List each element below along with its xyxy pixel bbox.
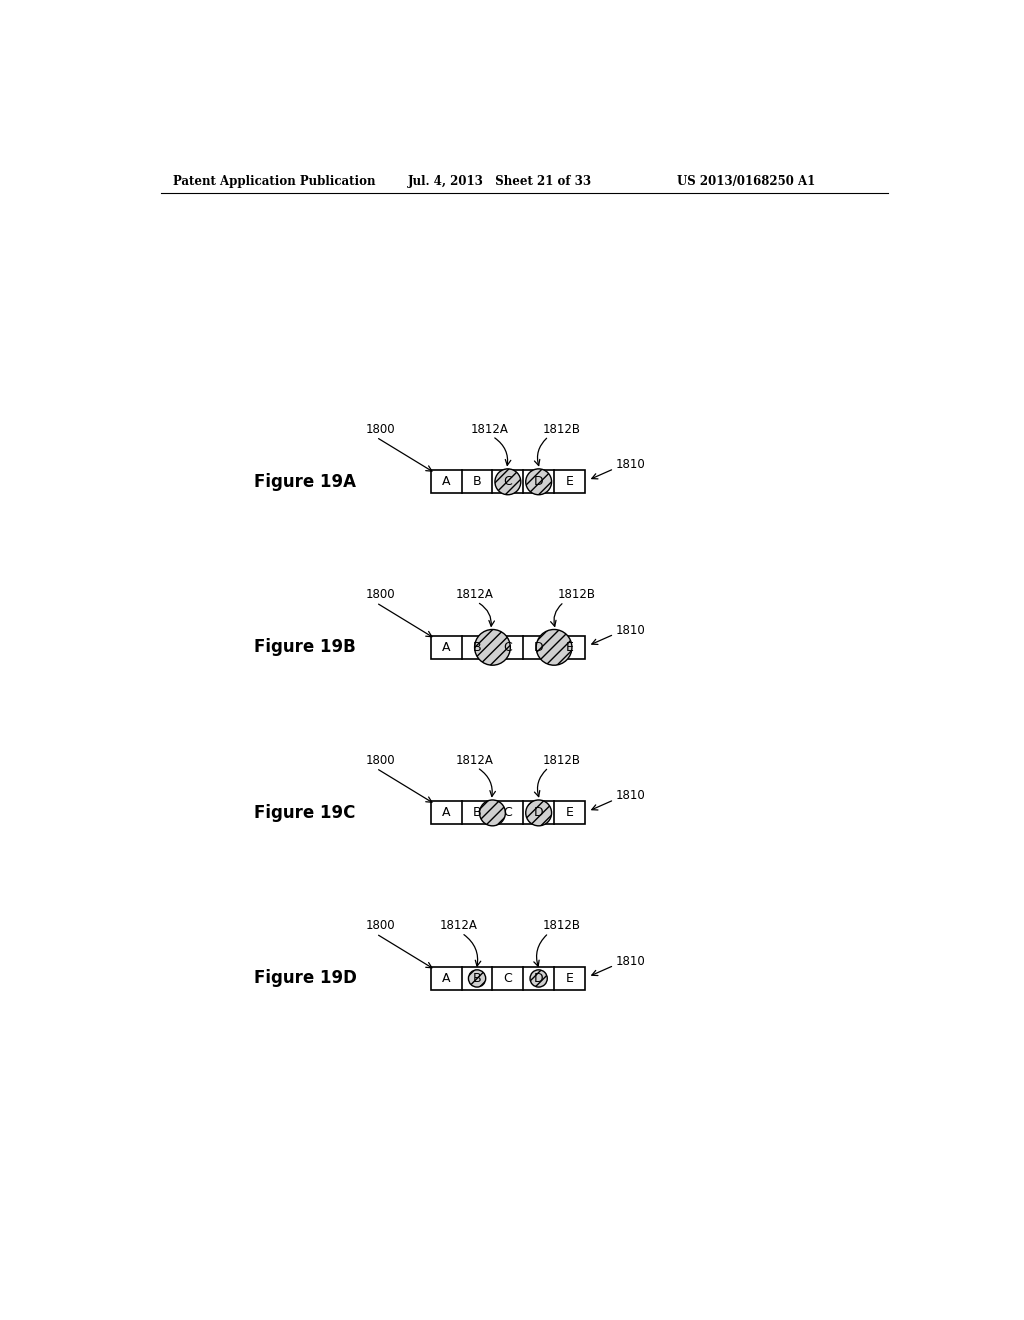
Text: D: D — [534, 807, 544, 820]
Circle shape — [468, 970, 485, 987]
Text: Figure 19B: Figure 19B — [254, 639, 355, 656]
Text: 1800: 1800 — [366, 754, 395, 767]
Text: D: D — [534, 640, 544, 653]
Text: 1800: 1800 — [366, 589, 395, 601]
Text: 1812B: 1812B — [543, 754, 581, 767]
Text: 1810: 1810 — [615, 624, 645, 638]
Text: 1800: 1800 — [366, 422, 395, 436]
Text: E: E — [565, 475, 573, 488]
Text: A: A — [442, 807, 451, 820]
Text: 1800: 1800 — [366, 919, 395, 932]
Text: B: B — [473, 475, 481, 488]
Text: Figure 19C: Figure 19C — [254, 804, 355, 822]
Text: 1810: 1810 — [615, 954, 645, 968]
Text: 1812B: 1812B — [543, 919, 581, 932]
Circle shape — [474, 630, 510, 665]
Text: B: B — [473, 640, 481, 653]
Text: 1810: 1810 — [615, 789, 645, 803]
Text: Jul. 4, 2013   Sheet 21 of 33: Jul. 4, 2013 Sheet 21 of 33 — [408, 176, 592, 187]
Text: C: C — [504, 972, 512, 985]
Text: 1812B: 1812B — [543, 422, 581, 436]
Text: 1812A: 1812A — [456, 754, 494, 767]
Text: B: B — [473, 972, 481, 985]
Circle shape — [479, 800, 506, 826]
Text: Patent Application Publication: Patent Application Publication — [173, 176, 376, 187]
Text: C: C — [504, 640, 512, 653]
Text: C: C — [504, 475, 512, 488]
Bar — [431, 968, 585, 990]
Text: A: A — [442, 972, 451, 985]
Circle shape — [525, 469, 552, 495]
Text: B: B — [473, 807, 481, 820]
Circle shape — [495, 469, 521, 495]
Text: D: D — [534, 972, 544, 985]
Text: C: C — [504, 807, 512, 820]
Circle shape — [537, 630, 572, 665]
Text: 1812A: 1812A — [471, 422, 509, 436]
Circle shape — [530, 970, 547, 987]
Text: A: A — [442, 475, 451, 488]
Text: 1812B: 1812B — [558, 589, 596, 601]
Bar — [431, 801, 585, 825]
Text: US 2013/0168250 A1: US 2013/0168250 A1 — [677, 176, 815, 187]
Bar — [431, 636, 585, 659]
Text: A: A — [442, 640, 451, 653]
Text: 1812A: 1812A — [440, 919, 478, 932]
Text: E: E — [565, 807, 573, 820]
Text: 1812A: 1812A — [456, 589, 494, 601]
Text: D: D — [534, 475, 544, 488]
Bar — [431, 470, 585, 494]
Text: E: E — [565, 640, 573, 653]
Text: Figure 19A: Figure 19A — [254, 473, 355, 491]
Text: 1810: 1810 — [615, 458, 645, 471]
Circle shape — [525, 800, 552, 826]
Text: E: E — [565, 972, 573, 985]
Text: Figure 19D: Figure 19D — [254, 969, 356, 987]
